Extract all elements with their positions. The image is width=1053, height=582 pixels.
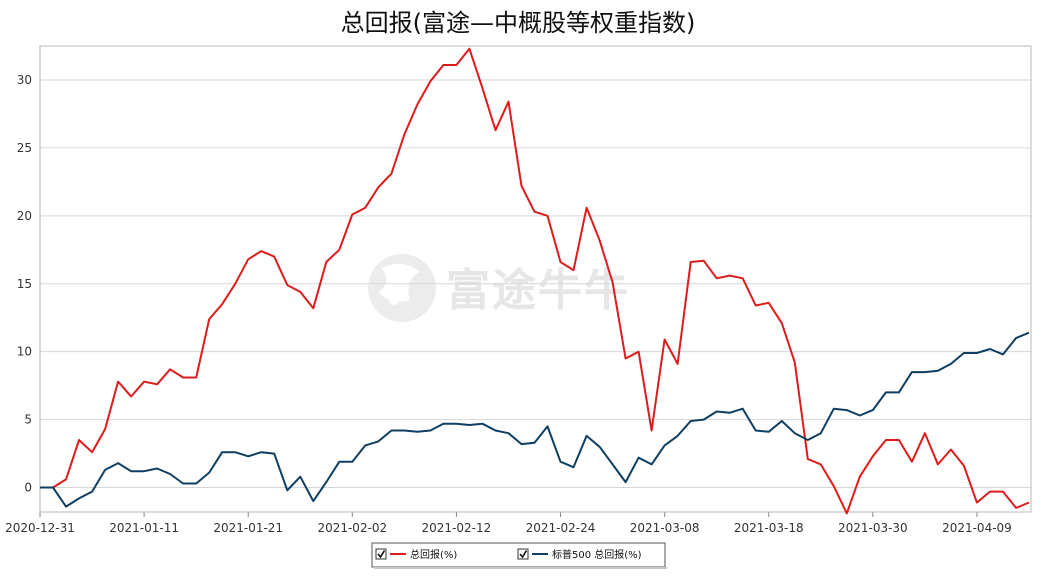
watermark-text: 富途牛牛: [446, 265, 630, 316]
grid-layer: [40, 79, 1031, 489]
x-tick-label: 2020-12-31: [5, 521, 75, 535]
checkbox-icon[interactable]: [375, 548, 387, 560]
x-tick-label: 2021-02-24: [526, 521, 596, 535]
legend-item-sp500-total-return[interactable]: 标普500 总回报(%): [517, 548, 642, 561]
legend-item-total-return[interactable]: 总回报(%): [375, 548, 457, 561]
legend-label: 总回报(%): [410, 548, 457, 561]
x-tick-label: 2021-01-11: [109, 521, 179, 535]
y-axis: 0 5 10 15 20 25 30: [17, 73, 32, 495]
x-tick-label: 2021-01-21: [213, 521, 283, 535]
y-tick-label: 25: [17, 141, 32, 155]
x-tick-label: 2021-02-12: [422, 521, 492, 535]
series-layer: [40, 47, 1030, 515]
x-tick-label: 2021-02-02: [317, 521, 387, 535]
x-tick-label: 2021-03-30: [838, 521, 908, 535]
checkmark-icon: [519, 550, 528, 559]
checkbox-icon[interactable]: [517, 548, 529, 560]
y-tick-label: 15: [17, 277, 32, 291]
y-tick-label: 20: [17, 209, 32, 223]
y-tick-label: 10: [17, 345, 32, 359]
series-line-total-return: [40, 47, 1030, 515]
legend-label: 标普500 总回报(%): [552, 548, 642, 561]
futu-logo-dot: [389, 295, 399, 305]
legend: 总回报(%) 标普500 总回报(%): [371, 542, 667, 569]
y-tick-label: 5: [24, 413, 32, 427]
chart-title: 总回报(富途—中概股等权重指数): [341, 9, 696, 37]
y-tick-label: 30: [17, 73, 32, 87]
checkmark-icon: [377, 550, 386, 559]
x-tick-label: 2021-03-18: [734, 521, 804, 535]
futu-logo-swirl: [378, 263, 420, 302]
x-tick-label: 2021-04-09: [942, 521, 1012, 535]
legend-box-shadow: [374, 567, 667, 569]
futu-watermark: 富途牛牛: [368, 254, 630, 322]
series-line-sp500-total-return: [40, 331, 1030, 508]
x-axis: 2020-12-31 2021-01-11 2021-01-21 2021-02-02…: [5, 512, 1012, 535]
x-tick-label: 2021-03-08: [630, 521, 700, 535]
y-tick-label: 0: [24, 481, 32, 495]
plot-frame: [39, 45, 1032, 513]
